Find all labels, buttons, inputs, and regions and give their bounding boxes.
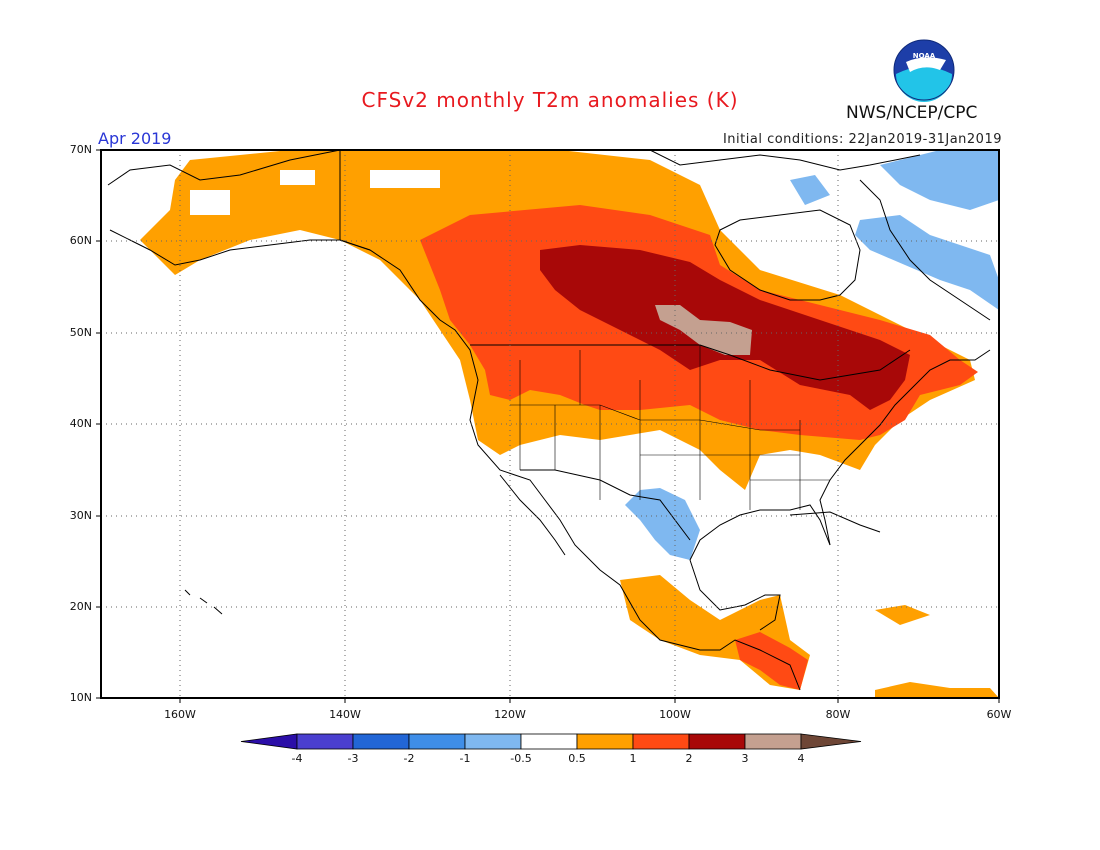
colorbar-label: 4 [797,752,805,765]
lat-label-10n: 10N [69,691,92,704]
lat-label-60n: 60N [69,234,92,247]
lat-label-50n: 50N [69,326,92,339]
lon-label-120w: 120W [494,708,526,721]
anomaly-region-south [875,682,999,698]
lon-label-160w: 160W [164,708,196,721]
colorbar-cell [688,733,746,750]
colorbar-cell [520,733,578,750]
lon-label-60w: 60W [986,708,1012,721]
coastline-arctic [649,150,921,171]
forecast-month: Apr 2019 [98,129,172,148]
border-alaska-canada [339,150,371,251]
colorbar-label: 0.5 [568,752,586,765]
map-title: CFSv2 monthly T2m anomalies (K) [361,88,739,112]
colorbar-cell [632,733,690,750]
anomaly-region-blue-texas [625,488,700,560]
colorbar-label: -3 [347,752,359,765]
colorbar-cell [240,733,298,750]
coastline-hudson [714,209,861,301]
anomaly-region-tan [655,305,752,355]
lat-label-70n: 70N [69,143,92,156]
hawaii-islands [184,589,223,615]
anomaly-region-blue-north [880,150,999,210]
border-us-canada [470,344,911,381]
lon-label-80w: 80W [825,708,851,721]
colorbar-label: -2 [403,752,415,765]
anomaly-region-centralamerica-red [735,632,808,690]
coastline-alaska [107,150,801,691]
colorbar-label: -4 [291,752,303,765]
organization-label: NWS/NCEP/CPC [846,103,978,123]
colorbar-label: 1 [629,752,637,765]
coastline-labrador [859,179,991,321]
anomaly-region-caribbean [875,605,930,625]
colorbar-label: -0.5 [510,752,532,765]
lat-label-30n: 30N [69,509,92,522]
map-frame [100,149,1000,699]
colorbar-label: 2 [685,752,693,765]
colorbar-cell [800,733,862,750]
colorbar-cell [352,733,410,750]
lon-label-100w: 100W [659,708,691,721]
colorbar-cell [408,733,466,750]
colorbar-cell [296,733,354,750]
anomaly-region-blue-small [790,175,830,205]
colorbar-cell [576,733,634,750]
colorbar-cell [744,733,802,750]
lat-label-20n: 20N [69,600,92,613]
cuba-island [789,511,881,533]
anomaly-region-blue-east [855,215,999,310]
state-lines [510,345,830,510]
initial-conditions: Initial conditions: 22Jan2019-31Jan2019 [722,132,1002,147]
logo-text: NOAA [912,52,936,60]
coastline-east [819,349,991,546]
coastline-baja [499,474,566,556]
colorbar-label: -1 [459,752,471,765]
colorbar-cell [464,733,522,750]
lat-label-40n: 40N [69,417,92,430]
border-us-mexico [520,469,691,541]
colorbar-label: 3 [741,752,749,765]
lon-label-140w: 140W [329,708,361,721]
coastline-gulf [689,504,831,631]
